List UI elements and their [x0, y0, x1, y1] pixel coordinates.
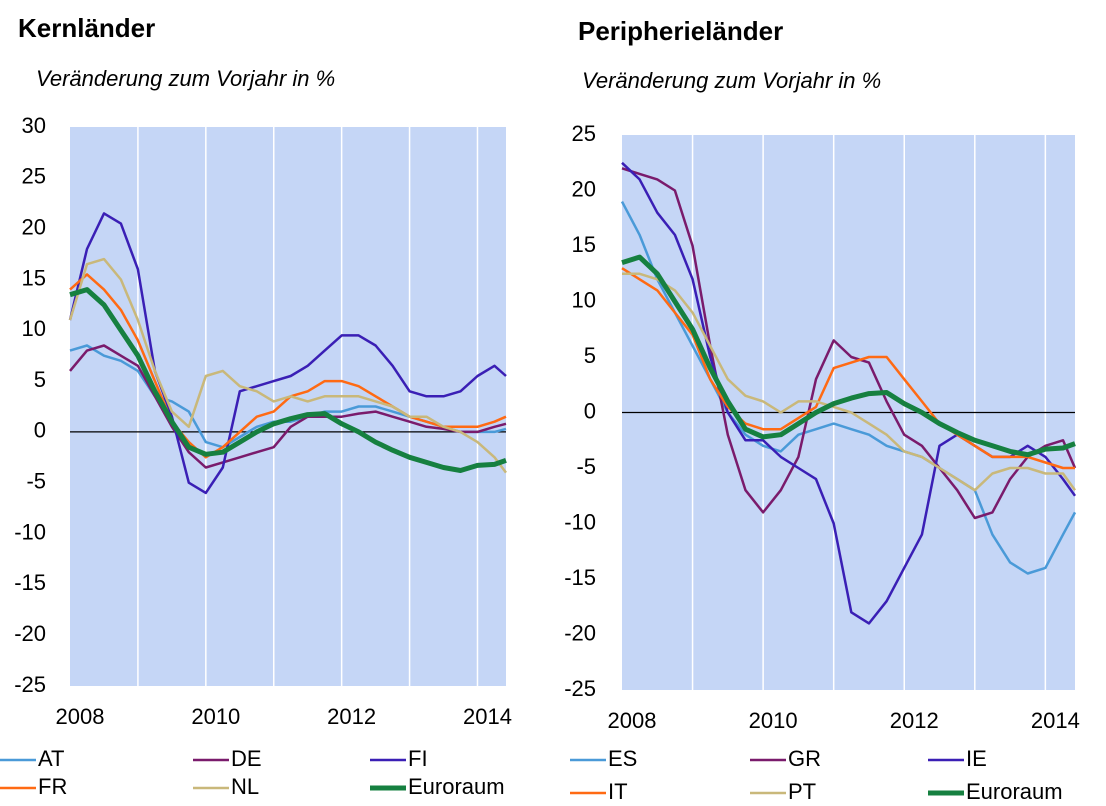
y-tick-label: 0 — [584, 398, 596, 423]
series-line — [68, 257, 507, 474]
legend-label: AT — [38, 746, 64, 771]
y-tick-label: 20 — [22, 214, 46, 239]
series-line — [621, 254, 1076, 458]
x-tick-label: 2012 — [890, 708, 939, 733]
x-tick-label: 2014 — [1031, 708, 1080, 733]
y-tick-label: 20 — [572, 176, 596, 201]
y-tick-label: 25 — [572, 121, 596, 146]
legend-label: FI — [408, 746, 428, 771]
y-tick-label: 30 — [22, 113, 46, 138]
y-tick-label: -10 — [564, 509, 596, 534]
legend-label: GR — [788, 746, 821, 771]
legend-label: ES — [608, 746, 637, 771]
y-tick-label: 0 — [34, 418, 46, 443]
y-tick-label: 25 — [22, 164, 46, 189]
y-tick-label: -15 — [564, 565, 596, 590]
legend-label: DE — [231, 746, 262, 771]
y-tick-label: 10 — [22, 316, 46, 341]
legend-label: FR — [38, 774, 67, 799]
series-line — [621, 167, 1077, 520]
series-line — [69, 287, 507, 473]
x-tick-label: 2014 — [463, 704, 512, 729]
series-line — [622, 272, 1077, 492]
series-line — [621, 267, 1075, 470]
x-tick-label: 2012 — [327, 704, 376, 729]
y-tick-label: 5 — [584, 343, 596, 368]
y-tick-label: 15 — [22, 265, 46, 290]
y-tick-label: 5 — [34, 367, 46, 392]
x-tick-label: 2010 — [191, 704, 240, 729]
series-line — [68, 212, 507, 495]
legend-label: Euroraum — [966, 779, 1063, 804]
chart-title: Kernländer — [18, 13, 155, 43]
y-tick-label: -25 — [564, 676, 596, 701]
legend-label: IE — [966, 746, 987, 771]
y-tick-label: -20 — [564, 620, 596, 645]
y-tick-label: -5 — [576, 454, 596, 479]
series-line — [69, 344, 507, 469]
chart-subtitle: Veränderung zum Vorjahr in % — [36, 66, 335, 91]
y-tick-label: -20 — [14, 621, 46, 646]
chart-title: Peripherieländer — [578, 16, 783, 46]
x-tick-label: 2008 — [56, 704, 105, 729]
legend-label: IT — [608, 779, 628, 804]
y-tick-label: -15 — [14, 570, 46, 595]
y-tick-label: 10 — [572, 287, 596, 312]
y-tick-label: -10 — [14, 519, 46, 544]
y-tick-label: -25 — [14, 672, 46, 697]
series-line — [620, 201, 1077, 575]
x-tick-label: 2008 — [608, 708, 657, 733]
legend-label: Euroraum — [408, 774, 505, 799]
legend-label: PT — [788, 779, 816, 804]
legend-label: NL — [231, 774, 259, 799]
x-tick-label: 2010 — [749, 708, 798, 733]
y-tick-label: 15 — [572, 232, 596, 257]
y-tick-label: -5 — [26, 469, 46, 494]
plot-background — [70, 127, 506, 686]
chart-subtitle: Veränderung zum Vorjahr in % — [582, 68, 881, 93]
